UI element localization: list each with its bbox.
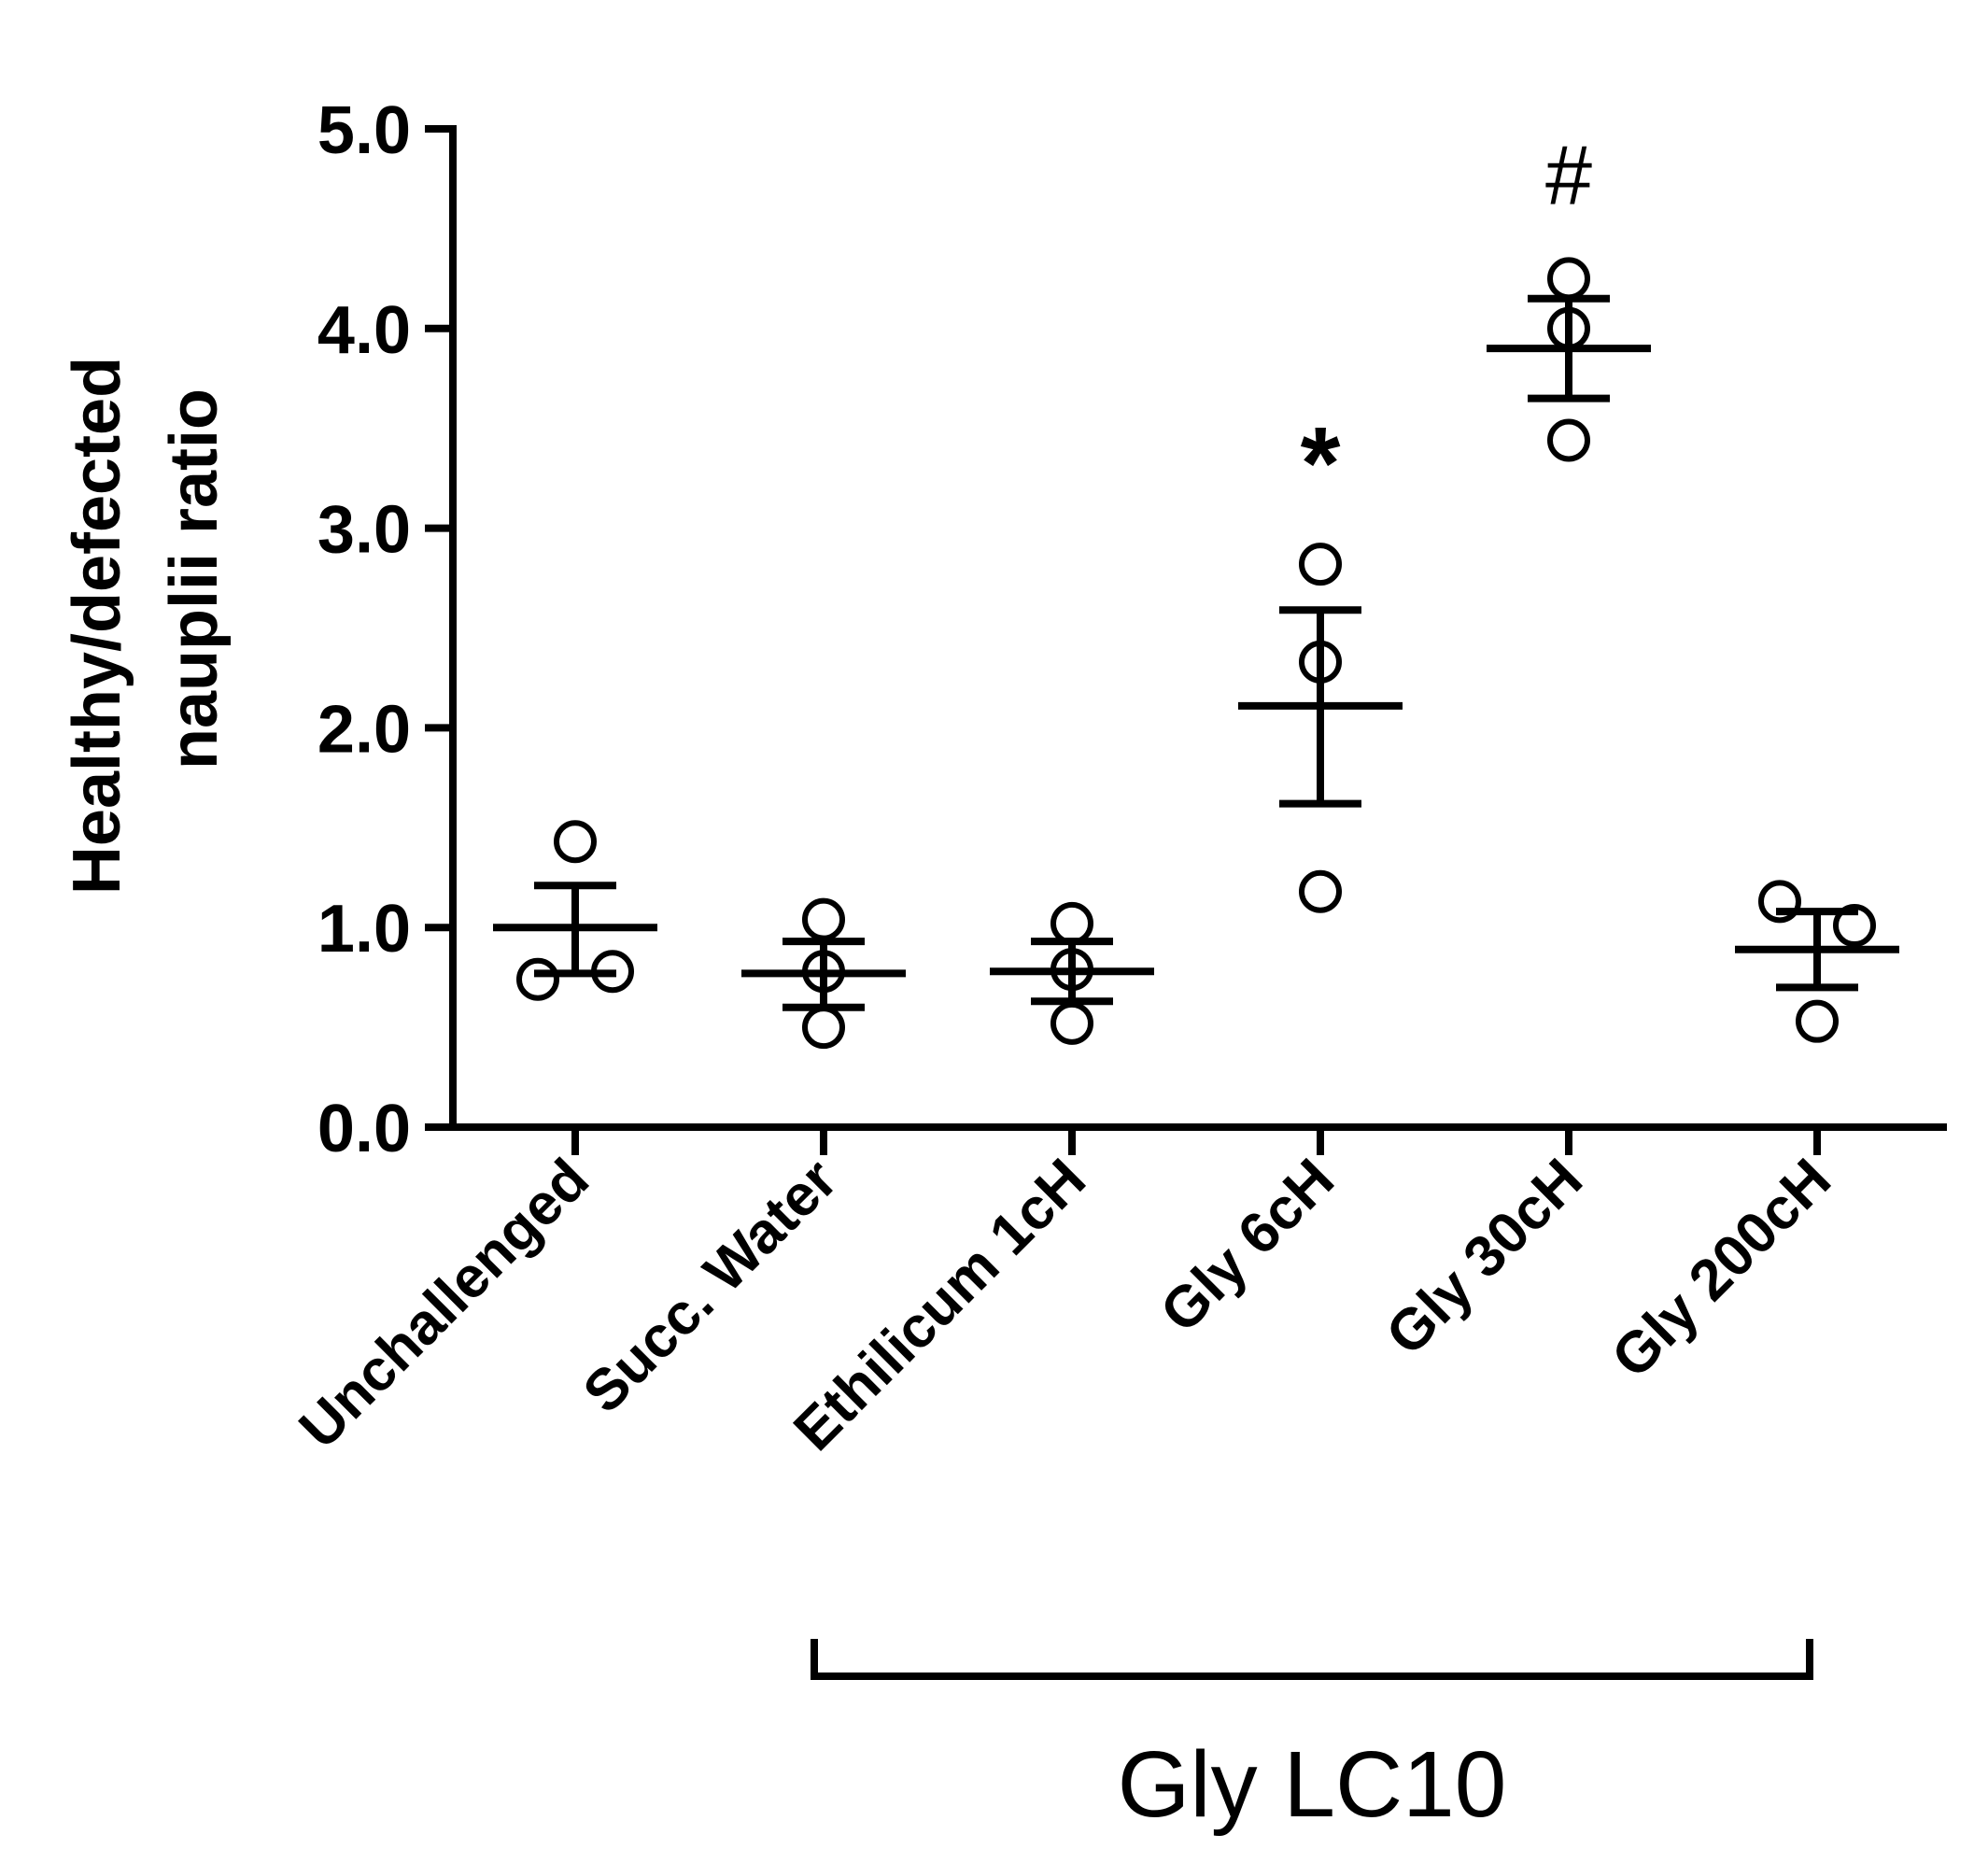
y-tick-label: 3.0 <box>317 493 411 568</box>
data-point <box>1299 543 1342 586</box>
x-category-label: Gly 200cH <box>1600 1147 1843 1390</box>
y-tick-label: 4.0 <box>317 293 411 368</box>
data-point <box>1796 999 1839 1043</box>
y-axis-title-line-2: nauplii ratio <box>157 388 232 769</box>
data-point <box>1833 904 1876 948</box>
data-point <box>1050 1001 1093 1045</box>
group-4: # <box>1487 129 1651 462</box>
y-tick-label: 0.0 <box>317 1092 411 1166</box>
group-bracket: Gly LC10 <box>811 1639 1813 1837</box>
data-point <box>516 957 559 1001</box>
data-point <box>1547 418 1590 462</box>
y-tick-label: 2.0 <box>317 692 411 767</box>
data-point <box>554 820 597 864</box>
significance-annotation: * <box>1301 406 1341 521</box>
y-axis-title-line-1: Healthy/defected <box>60 357 134 895</box>
y-tick-label: 1.0 <box>317 892 411 967</box>
data-point <box>802 897 845 941</box>
group-5 <box>1735 880 1899 1043</box>
y-tick-label: 5.0 <box>317 93 411 168</box>
group-0 <box>493 820 657 1001</box>
group-2 <box>990 901 1154 1045</box>
data-point <box>802 1006 845 1050</box>
data-point <box>1547 257 1590 301</box>
group-1 <box>741 897 906 1050</box>
x-category-label: Unchallenged <box>288 1147 601 1461</box>
data-marks: *# <box>493 129 1899 1050</box>
bracket-line <box>811 1639 1813 1680</box>
bracket-label: Gly LC10 <box>1118 1732 1507 1837</box>
x-category-label: Succ. Water <box>571 1147 850 1425</box>
data-point <box>1050 901 1093 945</box>
significance-annotation: # <box>1545 129 1592 222</box>
x-category-label: Gly 6cH <box>1149 1147 1346 1345</box>
data-point <box>1299 869 1342 913</box>
group-3: * <box>1238 406 1403 913</box>
x-category-label: Gly 30cH <box>1374 1147 1594 1367</box>
